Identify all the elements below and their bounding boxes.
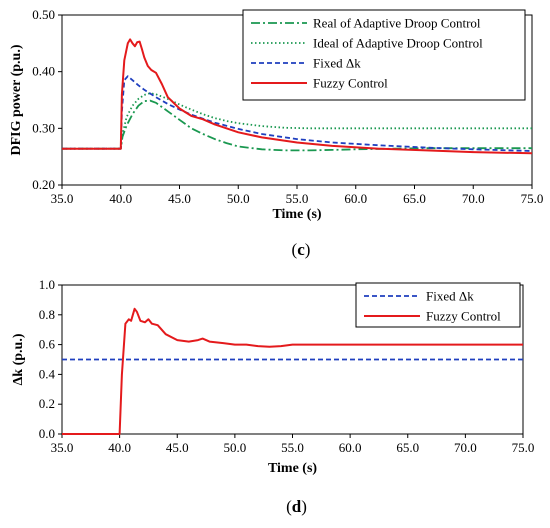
legend: Fixed Δk Fuzzy Control	[355, 282, 521, 328]
x-tick-label: 45.0	[168, 191, 191, 206]
x-tick-label: 40.0	[109, 191, 132, 206]
panel-label-open: (	[292, 240, 298, 259]
x-tick-label: 35.0	[51, 191, 74, 206]
y-tick-label: 0.20	[32, 177, 55, 192]
panel-label-letter: d	[292, 497, 302, 516]
legend-entry: Fuzzy Control	[313, 76, 388, 91]
legend-entry: Ideal of Adaptive Droop Control	[313, 36, 483, 51]
series-line-3	[62, 38, 533, 155]
x-tick-label: 35.0	[51, 440, 74, 455]
x-tick-label: 60.0	[339, 440, 362, 455]
y-tick-label: 0.2	[39, 396, 55, 411]
x-tick-label: 65.0	[403, 191, 426, 206]
y-axis-label: Δk (p.u.)	[11, 333, 26, 385]
x-axis-label: Time (s)	[272, 207, 321, 222]
series-line-1	[62, 92, 532, 150]
y-tick-label: 0.30	[32, 120, 55, 135]
x-tick-label: 55.0	[286, 191, 309, 206]
x-axis-label: Time (s)	[268, 461, 317, 476]
legend-entry: Fixed Δk	[313, 56, 361, 71]
chart-c: 35.0 40.0 45.0 50.0 55.0 60.0 65.0 70.0 75.0 0.20…	[9, 7, 543, 259]
y-tick-label: 0.40	[32, 64, 55, 79]
legend: Real of Adaptive Droop Control Ideal of A…	[242, 9, 526, 101]
y-tick-label: 0.8	[39, 307, 55, 322]
x-tick-label: 70.0	[462, 191, 485, 206]
x-tick-label: 75.0	[512, 440, 535, 455]
panel-label: (c)	[292, 240, 311, 259]
x-tick-label: 75.0	[521, 191, 544, 206]
x-tick-label: 40.0	[108, 440, 131, 455]
panel-label-close: )	[305, 240, 311, 259]
x-tick-label: 50.0	[227, 191, 250, 206]
panel-label-open: (	[286, 497, 292, 516]
y-tick-label: 1.0	[39, 277, 55, 292]
x-tick-label: 65.0	[396, 440, 419, 455]
y-tick-label: 0.6	[39, 337, 56, 352]
x-tick-label: 55.0	[281, 440, 304, 455]
legend-entry: Fixed Δk	[426, 289, 474, 304]
panel-label-close: )	[301, 497, 307, 516]
panel-label: (d)	[286, 497, 307, 516]
legend-entry: Real of Adaptive Droop Control	[313, 16, 481, 31]
legend-box	[355, 282, 521, 328]
x-tick-label: 60.0	[344, 191, 367, 206]
panel-label-letter: c	[297, 240, 305, 259]
legend-box	[242, 9, 526, 101]
x-tick-label: 70.0	[454, 440, 477, 455]
series-line-1	[62, 307, 523, 435]
y-tick-label: 0.50	[32, 7, 55, 22]
legend-entry: Fuzzy Control	[426, 309, 501, 324]
x-tick-label: 45.0	[166, 440, 189, 455]
y-tick-label: 0.4	[39, 366, 56, 381]
x-tick-label: 50.0	[224, 440, 247, 455]
chart-d: 35.0 40.0 45.0 50.0 55.0 60.0 65.0 70.0 75.0 0.0 0…	[11, 277, 534, 516]
y-tick-label: 0.0	[39, 426, 55, 441]
y-axis-label: DFIG power (p.u.)	[9, 44, 24, 155]
series-line-0	[62, 99, 532, 152]
